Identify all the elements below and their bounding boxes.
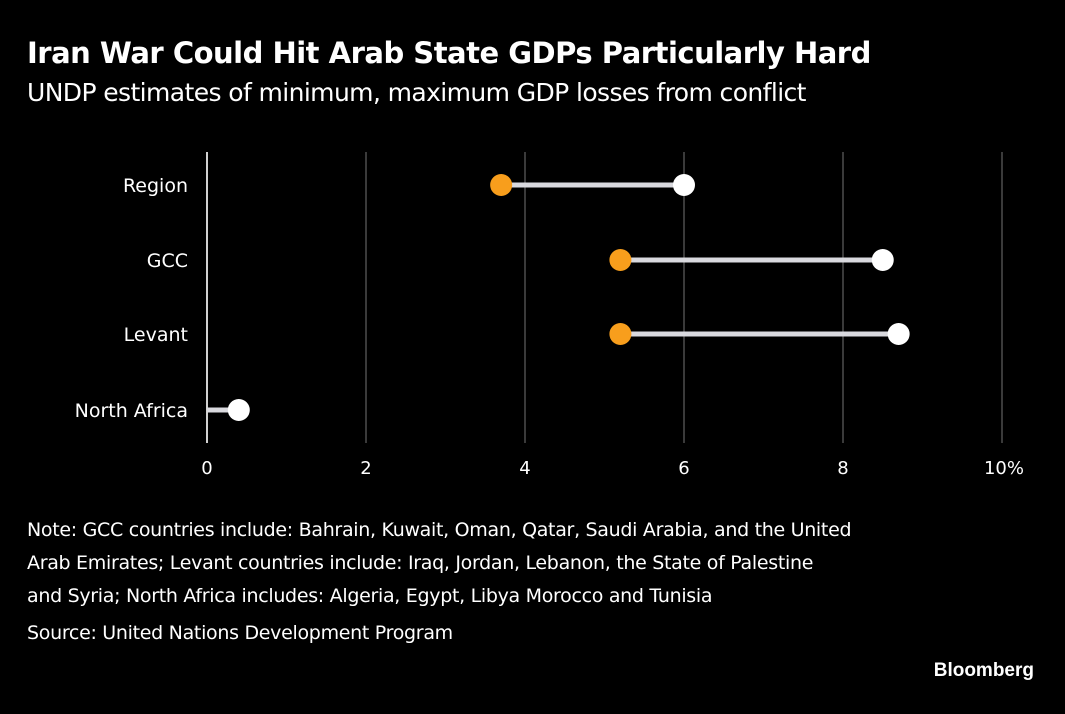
x-tick-label: 2	[360, 458, 371, 479]
min-marker	[490, 174, 513, 196]
x-tick-label: 4	[519, 458, 530, 479]
x-tick-label: 0	[201, 458, 212, 479]
min-marker	[609, 249, 632, 271]
source-text: Source: United Nations Development Progr…	[27, 622, 453, 644]
chart-title: Iran War Could Hit Arab State GDPs Parti…	[27, 36, 871, 70]
max-marker	[673, 174, 695, 196]
category-label: GCC	[147, 250, 188, 272]
x-axis-ticks: 0 2 4 6 8 10%	[201, 458, 1024, 479]
connectors	[207, 182, 899, 413]
y-axis-labels: Region GCC Levant North Africa	[75, 175, 188, 422]
note-line-3: and Syria; North Africa includes: Algeri…	[27, 585, 713, 607]
dumbbell-chart: 0 2 4 6 8 10% Region GCC Levant North Africa	[75, 152, 1024, 479]
gridlines	[206, 152, 1003, 443]
max-marker	[871, 249, 894, 271]
min-marker	[609, 323, 632, 345]
x-tick-label: 6	[678, 458, 689, 479]
markers	[227, 174, 910, 421]
category-label: Region	[123, 175, 188, 197]
category-label: North Africa	[75, 400, 188, 422]
x-tick-label: 10%	[984, 458, 1024, 479]
max-marker	[887, 323, 910, 345]
chart-subtitle: UNDP estimates of minimum, maximum GDP l…	[27, 78, 806, 107]
x-tick-label: 8	[837, 458, 848, 479]
max-marker	[227, 399, 250, 421]
bloomberg-logo: Bloomberg	[933, 660, 1034, 681]
note-line-2: Arab Emirates; Levant countries include:…	[27, 552, 814, 574]
note-line-1: Note: GCC countries include: Bahrain, Ku…	[27, 519, 852, 541]
category-label: Levant	[124, 324, 188, 346]
